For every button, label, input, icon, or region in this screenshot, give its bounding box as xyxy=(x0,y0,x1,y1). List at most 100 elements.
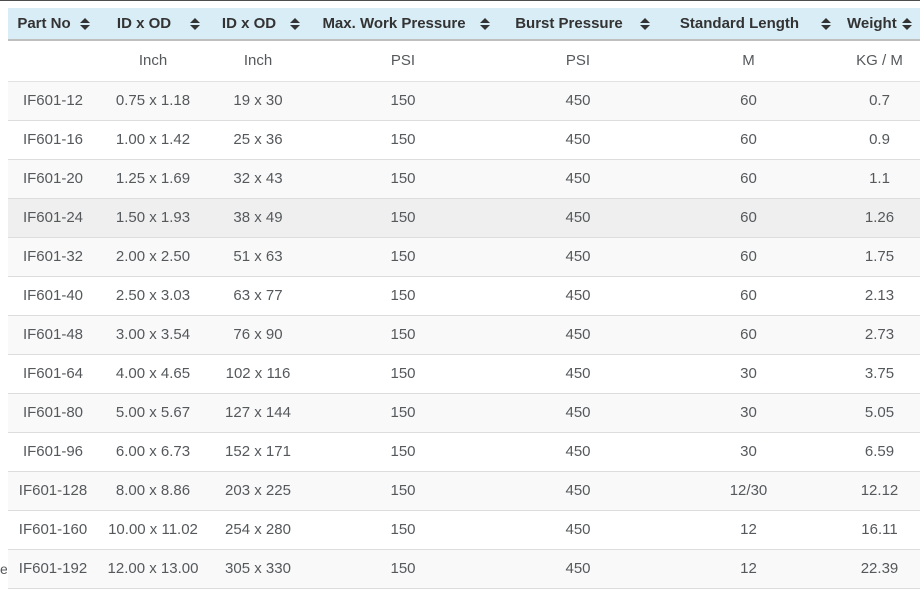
value-cell: 150 xyxy=(308,81,498,121)
value-cell: 60 xyxy=(658,159,839,199)
column-header-weight[interactable]: Weight xyxy=(839,8,920,41)
table-row-if601-16: IF601-16 1.00 x 1.42 25 x 36 150 450 60 0.9 xyxy=(8,120,920,160)
table-row-if601-20: IF601-20 1.25 x 1.69 32 x 43 150 450 60 1.1 xyxy=(8,159,920,199)
value-cell: 8.00 x 8.86 xyxy=(98,471,208,511)
part-no-cell: IF601-64 xyxy=(8,354,98,394)
column-header-part-no[interactable]: Part No xyxy=(8,8,98,41)
part-no-cell: IF601-160 xyxy=(8,510,98,550)
value-cell: 6.59 xyxy=(839,432,920,472)
value-cell: 12 xyxy=(658,549,839,589)
sort-both-icon[interactable] xyxy=(80,17,90,30)
table-row-if601-24: IF601-24 1.50 x 1.93 38 x 49 150 450 60 1.26 xyxy=(8,198,920,238)
unit-cell: Inch xyxy=(208,40,308,82)
column-header-burst-pressure[interactable]: Burst Pressure xyxy=(498,8,658,41)
value-cell: 1.75 xyxy=(839,237,920,277)
top-edge-line xyxy=(0,0,920,1)
value-cell: 51 x 63 xyxy=(208,237,308,277)
part-no-cell: IF601-128 xyxy=(8,471,98,511)
part-no-cell: IF601-24 xyxy=(8,198,98,238)
value-cell: 150 xyxy=(308,315,498,355)
value-cell: 450 xyxy=(498,120,658,160)
sort-both-icon[interactable] xyxy=(902,17,912,30)
part-no-cell: IF601-192 xyxy=(8,549,98,589)
sort-both-icon[interactable] xyxy=(190,17,200,30)
unit-cell: PSI xyxy=(308,40,498,82)
value-cell: 2.73 xyxy=(839,315,920,355)
value-cell: 2.13 xyxy=(839,276,920,316)
table-row-if601-40: IF601-40 2.50 x 3.03 63 x 77 150 450 60 2.13 xyxy=(8,276,920,316)
value-cell: 0.75 x 1.18 xyxy=(98,81,208,121)
value-cell: 450 xyxy=(498,315,658,355)
value-cell: 150 xyxy=(308,276,498,316)
value-cell: 450 xyxy=(498,237,658,277)
value-cell: 450 xyxy=(498,471,658,511)
part-no-cell: IF601-16 xyxy=(8,120,98,160)
value-cell: 12 xyxy=(658,510,839,550)
value-cell: 305 x 330 xyxy=(208,549,308,589)
value-cell: 450 xyxy=(498,432,658,472)
clipped-edge-text: e xyxy=(0,561,7,577)
value-cell: 60 xyxy=(658,198,839,238)
column-header-max-work-pressure[interactable]: Max. Work Pressure xyxy=(308,8,498,41)
value-cell: 60 xyxy=(658,120,839,160)
value-cell: 6.00 x 6.73 xyxy=(98,432,208,472)
table-row-if601-12: IF601-12 0.75 x 1.18 19 x 30 150 450 60 0.7 xyxy=(8,81,920,121)
sort-both-icon[interactable] xyxy=(480,17,490,30)
value-cell: 19 x 30 xyxy=(208,81,308,121)
value-cell: 1.00 x 1.42 xyxy=(98,120,208,160)
part-no-cell: IF601-96 xyxy=(8,432,98,472)
part-no-cell: IF601-12 xyxy=(8,81,98,121)
column-header-id-x-od[interactable]: ID x OD xyxy=(208,8,308,41)
table-row-if601-32: IF601-32 2.00 x 2.50 51 x 63 150 450 60 1.75 xyxy=(8,237,920,277)
value-cell: 3.75 xyxy=(839,354,920,394)
value-cell: 450 xyxy=(498,393,658,433)
unit-cell: PSI xyxy=(498,40,658,82)
value-cell: 450 xyxy=(498,549,658,589)
value-cell: 60 xyxy=(658,81,839,121)
value-cell: 150 xyxy=(308,159,498,199)
value-cell: 1.26 xyxy=(839,198,920,238)
part-no-cell: IF601-32 xyxy=(8,237,98,277)
product-spec-table: Part No ID x OD ID x OD Max. Work Pressure B… xyxy=(8,8,920,589)
value-cell: 150 xyxy=(308,549,498,589)
unit-cell: Inch xyxy=(98,40,208,82)
column-header-standard-length[interactable]: Standard Length xyxy=(658,8,839,41)
part-no-cell: IF601-40 xyxy=(8,276,98,316)
value-cell: 3.00 x 3.54 xyxy=(98,315,208,355)
value-cell: 150 xyxy=(308,432,498,472)
value-cell: 150 xyxy=(308,198,498,238)
header-row: Part No ID x OD ID x OD Max. Work Pressure B… xyxy=(8,8,920,41)
value-cell: 450 xyxy=(498,354,658,394)
value-cell: 30 xyxy=(658,354,839,394)
sort-both-icon[interactable] xyxy=(290,17,300,30)
value-cell: 0.7 xyxy=(839,81,920,121)
value-cell: 12.00 x 13.00 xyxy=(98,549,208,589)
value-cell: 63 x 77 xyxy=(208,276,308,316)
sort-both-icon[interactable] xyxy=(640,17,650,30)
value-cell: 1.25 x 1.69 xyxy=(98,159,208,199)
column-header-id-x-od[interactable]: ID x OD xyxy=(98,8,208,41)
sort-both-icon[interactable] xyxy=(821,17,831,30)
part-no-cell: IF601-48 xyxy=(8,315,98,355)
unit-row: Inch Inch PSI PSI M KG / M xyxy=(8,40,920,82)
value-cell: 5.00 x 5.67 xyxy=(98,393,208,433)
table-row-if601-128: IF601-128 8.00 x 8.86 203 x 225 150 450 12/30… xyxy=(8,471,920,511)
table-row-if601-192: IF601-192 12.00 x 13.00 305 x 330 150 450 12 2… xyxy=(8,549,920,589)
value-cell: 152 x 171 xyxy=(208,432,308,472)
value-cell: 450 xyxy=(498,510,658,550)
table-row-if601-64: IF601-64 4.00 x 4.65 102 x 116 150 450 30 3.75 xyxy=(8,354,920,394)
value-cell: 450 xyxy=(498,198,658,238)
value-cell: 60 xyxy=(658,237,839,277)
value-cell: 102 x 116 xyxy=(208,354,308,394)
unit-cell: M xyxy=(658,40,839,82)
value-cell: 22.39 xyxy=(839,549,920,589)
value-cell: 203 x 225 xyxy=(208,471,308,511)
value-cell: 254 x 280 xyxy=(208,510,308,550)
value-cell: 2.00 x 2.50 xyxy=(98,237,208,277)
value-cell: 450 xyxy=(498,159,658,199)
value-cell: 60 xyxy=(658,276,839,316)
value-cell: 450 xyxy=(498,276,658,316)
value-cell: 450 xyxy=(498,81,658,121)
value-cell: 0.9 xyxy=(839,120,920,160)
value-cell: 5.05 xyxy=(839,393,920,433)
